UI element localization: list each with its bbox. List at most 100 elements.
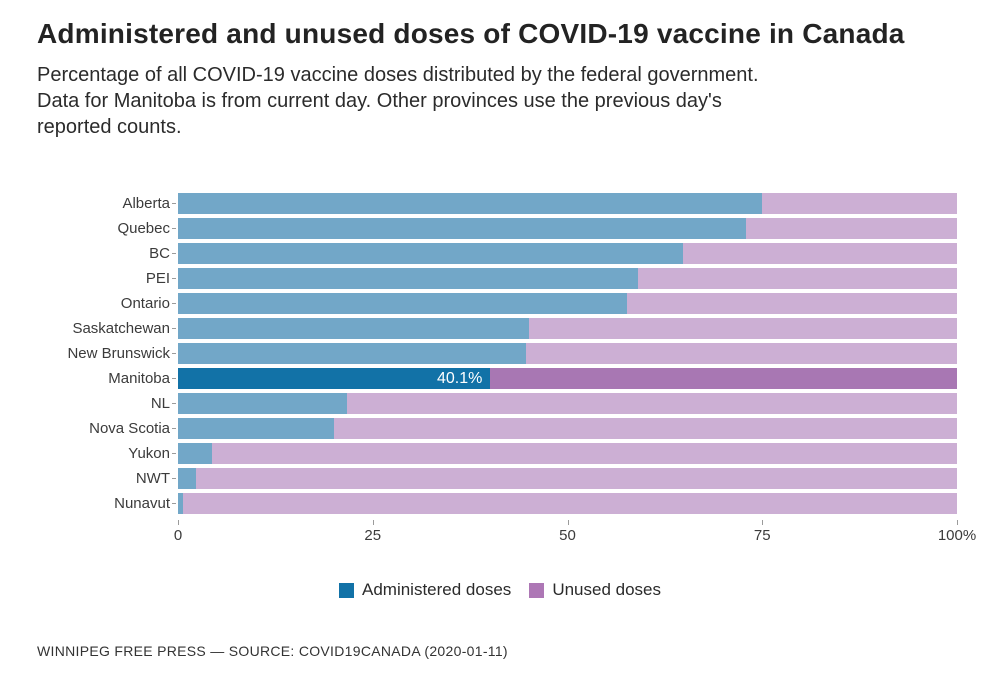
category-tick-mark	[172, 328, 176, 329]
bar-segment-administered	[178, 318, 529, 339]
bar-segment-administered	[178, 193, 763, 214]
category-tick-mark	[172, 303, 176, 304]
chart-title: Administered and unused doses of COVID-1…	[37, 18, 905, 49]
chart-row: Nova Scotia	[0, 416, 957, 441]
category-label: New Brunswick	[67, 345, 170, 362]
category-label: Quebec	[117, 220, 170, 237]
bar-track	[178, 318, 957, 339]
chart-row: Quebec	[0, 216, 957, 241]
bar-track	[178, 418, 957, 439]
chart-row: NWT	[0, 466, 957, 491]
x-axis-tick-label: 75	[753, 527, 771, 544]
bar-segment-administered	[178, 343, 527, 364]
bar-segment-unused	[526, 343, 957, 364]
chart-row: BC	[0, 241, 957, 266]
bar-track	[178, 493, 957, 514]
bar-segment-unused	[347, 393, 957, 414]
bar-segment-unused	[762, 193, 957, 214]
bar-track	[178, 218, 957, 239]
legend-label: Administered doses	[362, 580, 512, 599]
bar-track	[178, 268, 957, 289]
category-tick-mark	[172, 253, 176, 254]
bar-track	[178, 243, 957, 264]
category-label: Saskatchewan	[72, 320, 170, 337]
category-tick-mark	[172, 478, 176, 479]
bar-segment-administered	[178, 418, 334, 439]
chart-row: Alberta	[0, 191, 957, 216]
legend-item-unused: Unused doses	[529, 580, 661, 600]
category-tick-mark	[172, 453, 176, 454]
category-label: NWT	[135, 470, 170, 487]
chart-row: Saskatchewan	[0, 316, 957, 341]
source-credit: WINNIPEG FREE PRESS — SOURCE: COVID19CAN…	[37, 643, 508, 659]
bar-segment-administered	[178, 218, 746, 239]
bar-track	[178, 343, 957, 364]
chart-row: Yukon	[0, 441, 957, 466]
category-tick-mark	[172, 228, 176, 229]
subtitle-line: Data for Manitoba is from current day. O…	[37, 90, 722, 112]
bar-segment-unused	[490, 368, 957, 389]
bar-segment-administered	[178, 243, 683, 264]
x-axis-tick-label: 100%	[937, 527, 977, 544]
bar-track	[178, 443, 957, 464]
chart-row: Nunavut	[0, 491, 957, 516]
administered-swatch	[339, 582, 354, 598]
bar-segment-administered	[178, 268, 639, 289]
x-axis-tick	[762, 520, 764, 525]
subtitle-line: Percentage of all COVID-19 vaccine doses…	[37, 64, 759, 86]
category-tick-mark	[172, 378, 176, 379]
category-label: Nunavut	[114, 495, 170, 512]
bar-segment-administered	[178, 293, 627, 314]
bar-segment-unused	[182, 493, 957, 514]
category-tick-mark	[172, 278, 176, 279]
category-label: Yukon	[128, 445, 170, 462]
category-label: Alberta	[122, 195, 170, 212]
x-axis-tick	[957, 520, 958, 525]
category-label: Nova Scotia	[89, 420, 170, 437]
bar-segment-unused	[528, 318, 957, 339]
legend-item-administered: Administered doses	[339, 580, 511, 600]
bar-track	[178, 193, 957, 214]
category-label: Manitoba	[108, 370, 170, 387]
bar-track	[178, 393, 957, 414]
legend: Administered doses Unused doses	[0, 580, 1000, 600]
unused-swatch	[529, 582, 545, 598]
category-label: PEI	[145, 270, 170, 287]
chart-row: PEI	[0, 266, 957, 291]
legend-label: Unused doses	[552, 580, 661, 599]
chart-subtitle: Percentage of all COVID-19 vaccine doses…	[37, 62, 957, 140]
x-axis-tick-label: 25	[364, 527, 382, 544]
x-axis-tick-label: 0	[173, 527, 183, 544]
bar-segment-unused	[638, 268, 957, 289]
bar-segment-administered	[178, 443, 213, 464]
bar-track	[178, 468, 957, 489]
category-label: Ontario	[120, 295, 170, 312]
category-tick-mark	[172, 428, 176, 429]
category-tick-mark	[172, 503, 176, 504]
bar-segment-administered: 40.1%	[178, 368, 491, 389]
bar-track: 40.1%	[178, 368, 957, 389]
bar-track	[178, 293, 957, 314]
subtitle-line: reported counts.	[37, 116, 182, 138]
x-axis-tick	[178, 520, 179, 525]
chart-row: Manitoba 40.1%	[0, 366, 957, 391]
chart-row: New Brunswick	[0, 341, 957, 366]
x-axis-tick	[567, 520, 569, 525]
category-tick-mark	[172, 403, 176, 404]
category-label: BC	[149, 245, 170, 262]
bar-segment-administered	[178, 468, 196, 489]
bar-segment-unused	[333, 418, 957, 439]
bar-segment-administered	[178, 493, 183, 514]
bar-segment-unused	[626, 293, 957, 314]
category-label: NL	[150, 395, 170, 412]
bar-rows: Alberta Quebec BC PEI Ontario Saskatchewan New…	[0, 191, 1000, 516]
category-tick-mark	[172, 353, 176, 354]
x-axis: 0 25 50 75 100%	[174, 519, 976, 553]
bar-segment-administered	[178, 393, 348, 414]
bar-segment-unused	[212, 443, 957, 464]
highlight-value-label: 40.1%	[437, 370, 483, 387]
bar-segment-unused	[745, 218, 957, 239]
category-tick-mark	[172, 203, 176, 204]
x-axis-tick	[372, 520, 374, 525]
